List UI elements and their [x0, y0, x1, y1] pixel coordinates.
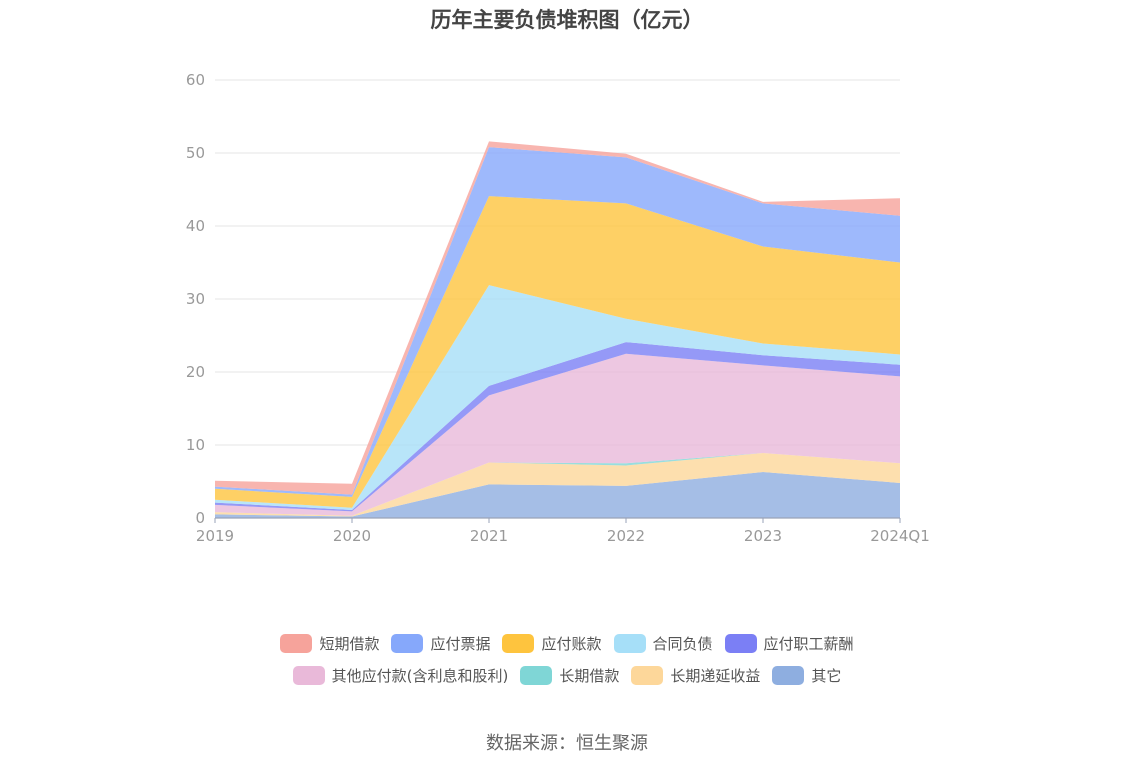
stacked-area-chart: 0 10 20 30 40 50 60 2019 2020 2021 2022 2023 2024Q1: [186, 71, 930, 545]
legend-label: 其它: [811, 667, 842, 685]
area-series-5: [215, 285, 900, 510]
legend-item[interactable]: 其它: [772, 665, 841, 686]
y-tick-label: 60: [186, 71, 205, 89]
x-tick-label: 2023: [744, 527, 782, 545]
legend-label: 短期借款: [319, 635, 380, 653]
legend-label: 应付账款: [541, 635, 602, 653]
legend-swatch: [280, 634, 313, 653]
chart-title: 历年主要负债堆积图（亿元）: [430, 8, 704, 32]
area-series-3: [215, 353, 900, 516]
legend-swatch: [772, 666, 805, 685]
legend-row-2: 其他应付款(含利息和股利) 长期借款 长期递延收益 其它: [0, 665, 1134, 686]
legend-label: 应付票据: [430, 635, 491, 653]
x-tick-label: 2024Q1: [870, 527, 930, 545]
legend-swatch: [631, 666, 664, 685]
legend-item[interactable]: 其他应付款(含利息和股利): [292, 665, 509, 686]
legend-label: 应付职工薪酬: [763, 635, 854, 653]
legend-item[interactable]: 合同负债: [613, 633, 713, 654]
legend-swatch: [613, 634, 646, 653]
legend-label: 长期递延收益: [670, 667, 761, 685]
legend-swatch: [502, 634, 535, 653]
area-series-0: [215, 472, 900, 518]
legend-item[interactable]: 应付票据: [391, 633, 490, 654]
y-tick-label: 10: [186, 436, 205, 454]
legend-item[interactable]: 应付职工薪酬: [724, 633, 854, 654]
area-series-6: [215, 196, 900, 508]
x-tick-label: 2021: [470, 527, 508, 545]
legend-item[interactable]: 长期借款: [520, 665, 619, 686]
x-tick-label: 2022: [607, 527, 645, 545]
legend-swatch: [391, 634, 424, 653]
legend-item[interactable]: 长期递延收益: [631, 665, 760, 686]
area-series-8: [215, 141, 900, 495]
y-tick-label: 50: [186, 144, 205, 162]
y-tick-label: 40: [186, 217, 205, 235]
legend-item[interactable]: 应付账款: [502, 633, 602, 654]
area-series-7: [215, 147, 900, 497]
area-series-1: [215, 453, 900, 517]
y-tick-label: 30: [186, 290, 205, 308]
y-tick-label: 0: [195, 509, 205, 527]
legend-label: 其他应付款(含利息和股利): [331, 667, 509, 685]
source-note: 数据来源：恒生聚源: [486, 733, 648, 754]
legend-label: 长期借款: [559, 667, 620, 685]
x-tick-label: 2019: [196, 527, 234, 545]
legend-swatch: [724, 634, 757, 653]
x-tick-label: 2020: [333, 527, 371, 545]
legend-swatch: [292, 666, 325, 685]
legend-row-1: 短期借款 应付票据 应付账款 合同负债 应付职工薪酬: [0, 633, 1134, 654]
legend-item[interactable]: 短期借款: [280, 633, 379, 654]
legend-swatch: [520, 666, 553, 685]
legend-label: 合同负债: [652, 635, 713, 653]
y-tick-label: 20: [186, 363, 205, 381]
